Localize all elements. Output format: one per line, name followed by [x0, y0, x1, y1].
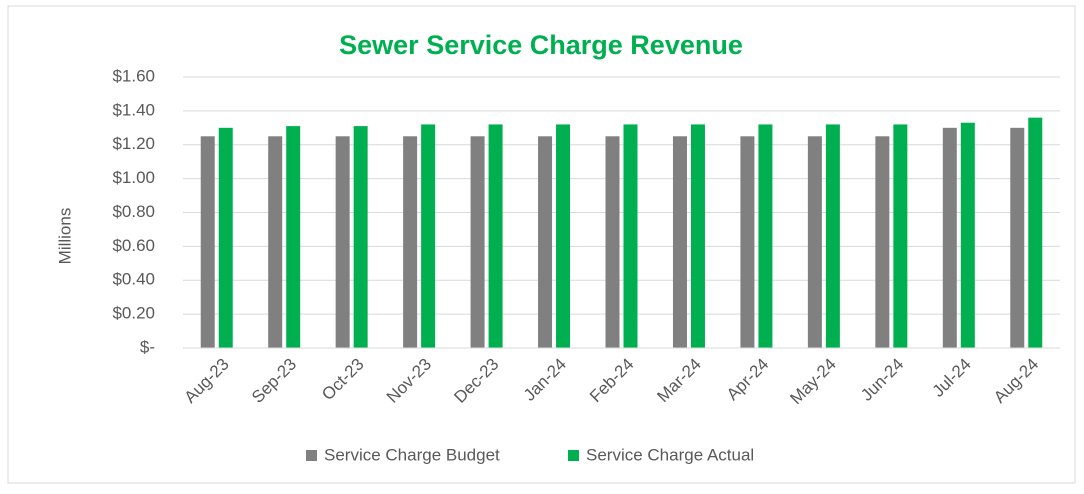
- bar: [218, 127, 233, 348]
- y-axis-label: Millions: [55, 208, 74, 265]
- y-tick-label: $0.80: [112, 202, 155, 221]
- bar: [556, 124, 571, 348]
- bar: [353, 126, 368, 349]
- legend-label: Service Charge Budget: [324, 445, 500, 464]
- bar: [200, 136, 215, 348]
- bar: [403, 136, 418, 348]
- bar: [758, 124, 773, 348]
- legend-swatch: [306, 450, 317, 461]
- bar: [942, 127, 957, 348]
- bar: [538, 136, 553, 348]
- y-tick-label: $1.20: [112, 134, 155, 153]
- bar: [470, 136, 485, 348]
- y-tick-label: $0.60: [112, 236, 155, 255]
- bar: [960, 122, 975, 348]
- bar: [1010, 127, 1025, 348]
- y-tick-label: $1.00: [112, 168, 155, 187]
- bar: [807, 136, 822, 348]
- bar: [875, 136, 890, 348]
- bar: [1028, 117, 1043, 349]
- y-tick-label: $0.20: [112, 304, 155, 323]
- bar: [421, 124, 436, 348]
- bar: [893, 124, 908, 348]
- bar: [672, 136, 687, 348]
- bar: [690, 124, 705, 348]
- bar: [825, 124, 840, 348]
- legend-label: Service Charge Actual: [586, 445, 754, 464]
- bar: [268, 136, 283, 348]
- bar: [488, 124, 503, 348]
- y-tick-label: $1.40: [112, 100, 155, 119]
- bar: [740, 136, 755, 348]
- chart-title: Sewer Service Charge Revenue: [339, 30, 743, 60]
- bar: [605, 136, 620, 348]
- y-tick-label: $0.40: [112, 270, 155, 289]
- y-tick-label: $-: [140, 337, 155, 356]
- bar: [335, 136, 350, 348]
- y-tick-label: $1.60: [112, 66, 155, 85]
- bar: [286, 126, 301, 349]
- legend-swatch: [568, 450, 579, 461]
- bar: [623, 124, 638, 348]
